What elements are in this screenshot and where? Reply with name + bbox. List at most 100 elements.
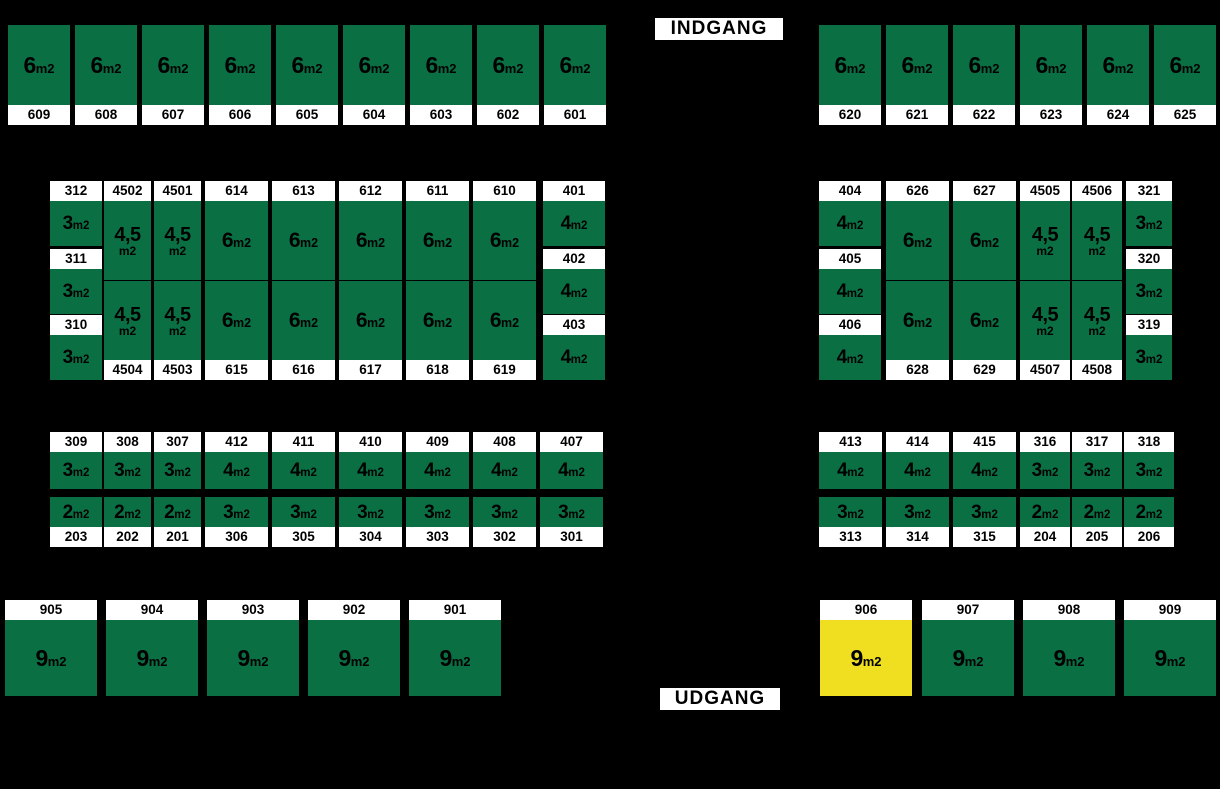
booth-606[interactable]: 606 6 m2: [209, 25, 271, 125]
booth-408[interactable]: 408 4 m2: [473, 432, 536, 489]
booth-205[interactable]: 205 2 m2: [1072, 497, 1122, 547]
booth-302[interactable]: 302 3 m2: [473, 497, 536, 547]
booth-905[interactable]: 905 9 m2: [5, 600, 97, 696]
booth-area-number: 3: [290, 501, 301, 523]
booth-4508[interactable]: 4508 4,5 m2: [1072, 281, 1122, 380]
booth-319[interactable]: 319 3 m2: [1126, 315, 1172, 380]
booth-area-unit: m2: [964, 653, 984, 669]
booth-412[interactable]: 412 4 m2: [205, 432, 268, 489]
booth-615[interactable]: 615 6 m2: [205, 281, 268, 380]
booth-602[interactable]: 602 6 m2: [477, 25, 539, 125]
booth-313[interactable]: 313 3 m2: [819, 497, 882, 547]
booth-608[interactable]: 608 6 m2: [75, 25, 137, 125]
booth-609[interactable]: 609 6 m2: [8, 25, 70, 125]
booth-409[interactable]: 409 4 m2: [406, 432, 469, 489]
booth-4502[interactable]: 4502 4,5 m2: [104, 181, 151, 280]
booth-area-number: 3: [1135, 281, 1147, 302]
booth-612[interactable]: 612 6 m2: [339, 181, 402, 280]
booth-202[interactable]: 202 2 m2: [104, 497, 151, 547]
booth-318[interactable]: 318 3 m2: [1124, 432, 1174, 489]
booth-901[interactable]: 901 9 m2: [409, 600, 501, 696]
booth-316[interactable]: 316 3 m2: [1020, 432, 1070, 489]
booth-407[interactable]: 407 4 m2: [540, 432, 603, 489]
booth-414[interactable]: 414 4 m2: [886, 432, 949, 489]
booth-610[interactable]: 610 6 m2: [473, 181, 536, 280]
booth-311[interactable]: 311 3 m2: [50, 249, 102, 314]
booth-607[interactable]: 607 6 m2: [142, 25, 204, 125]
booth-624[interactable]: 624 6 m2: [1087, 25, 1149, 125]
booth-308[interactable]: 308 3 m2: [104, 432, 151, 489]
booth-413[interactable]: 413 4 m2: [819, 432, 882, 489]
booth-314[interactable]: 314 3 m2: [886, 497, 949, 547]
booth-617[interactable]: 617 6 m2: [339, 281, 402, 380]
booth-405[interactable]: 405 4 m2: [819, 249, 881, 314]
booth-320[interactable]: 320 3 m2: [1126, 249, 1172, 314]
booth-area-unit: m2: [35, 60, 55, 76]
booth-area: 9 m2: [5, 620, 97, 696]
booth-909[interactable]: 909 9 m2: [1124, 600, 1216, 696]
booth-908[interactable]: 908 9 m2: [1023, 600, 1115, 696]
booth-415[interactable]: 415 4 m2: [953, 432, 1016, 489]
booth-number: 612: [339, 181, 402, 201]
booth-4503[interactable]: 4503 4,5 m2: [154, 281, 201, 380]
booth-411[interactable]: 411 4 m2: [272, 432, 335, 489]
booth-619[interactable]: 619 6 m2: [473, 281, 536, 380]
booth-201[interactable]: 201 2 m2: [154, 497, 201, 547]
booth-321[interactable]: 321 3 m2: [1126, 181, 1172, 246]
booth-626[interactable]: 626 6 m2: [886, 181, 949, 280]
booth-402[interactable]: 402 4 m2: [543, 249, 605, 314]
booth-605[interactable]: 605 6 m2: [276, 25, 338, 125]
booth-310[interactable]: 310 3 m2: [50, 315, 102, 380]
booth-4501[interactable]: 4501 4,5 m2: [154, 181, 201, 280]
booth-902[interactable]: 902 9 m2: [308, 600, 400, 696]
booth-area: 4 m2: [886, 452, 949, 489]
booth-312[interactable]: 312 3 m2: [50, 181, 102, 246]
booth-4505[interactable]: 4505 4,5 m2: [1020, 181, 1070, 280]
booth-305[interactable]: 305 3 m2: [272, 497, 335, 547]
booth-315[interactable]: 315 3 m2: [953, 497, 1016, 547]
booth-area-value: 4 m2: [357, 461, 384, 480]
booth-604[interactable]: 604 6 m2: [343, 25, 405, 125]
booth-307[interactable]: 307 3 m2: [154, 432, 201, 489]
booth-628[interactable]: 628 6 m2: [886, 281, 949, 380]
booth-303[interactable]: 303 3 m2: [406, 497, 469, 547]
booth-4504[interactable]: 4504 4,5 m2: [104, 281, 151, 380]
booth-206[interactable]: 206 2 m2: [1124, 497, 1174, 547]
booth-number: 601: [544, 105, 606, 125]
booth-304[interactable]: 304 3 m2: [339, 497, 402, 547]
booth-904[interactable]: 904 9 m2: [106, 600, 198, 696]
booth-611[interactable]: 611 6 m2: [406, 181, 469, 280]
booth-404[interactable]: 404 4 m2: [819, 181, 881, 246]
booth-406[interactable]: 406 4 m2: [819, 315, 881, 380]
booth-306[interactable]: 306 3 m2: [205, 497, 268, 547]
booth-603[interactable]: 603 6 m2: [410, 25, 472, 125]
booth-601[interactable]: 601 6 m2: [544, 25, 606, 125]
booth-area: 6 m2: [142, 25, 204, 105]
booth-629[interactable]: 629 6 m2: [953, 281, 1016, 380]
booth-907[interactable]: 907 9 m2: [922, 600, 1014, 696]
booth-area-value: 4 m2: [837, 461, 864, 480]
booth-620[interactable]: 620 6 m2: [819, 25, 881, 125]
booth-301[interactable]: 301 3 m2: [540, 497, 603, 547]
booth-309[interactable]: 309 3 m2: [50, 432, 102, 489]
booth-410[interactable]: 410 4 m2: [339, 432, 402, 489]
booth-203[interactable]: 203 2 m2: [50, 497, 102, 547]
booth-317[interactable]: 317 3 m2: [1072, 432, 1122, 489]
booth-204[interactable]: 204 2 m2: [1020, 497, 1070, 547]
booth-621[interactable]: 621 6 m2: [886, 25, 948, 125]
booth-903[interactable]: 903 9 m2: [207, 600, 299, 696]
booth-616[interactable]: 616 6 m2: [272, 281, 335, 380]
booth-623[interactable]: 623 6 m2: [1020, 25, 1082, 125]
booth-622[interactable]: 622 6 m2: [953, 25, 1015, 125]
booth-613[interactable]: 613 6 m2: [272, 181, 335, 280]
booth-625[interactable]: 625 6 m2: [1154, 25, 1216, 125]
booth-906[interactable]: 906 9 m2: [820, 600, 912, 696]
booth-4506[interactable]: 4506 4,5 m2: [1072, 181, 1122, 280]
booth-627[interactable]: 627 6 m2: [953, 181, 1016, 280]
booth-4507[interactable]: 4507 4,5 m2: [1020, 281, 1070, 380]
booth-403[interactable]: 403 4 m2: [543, 315, 605, 380]
booth-618[interactable]: 618 6 m2: [406, 281, 469, 380]
booth-number: 202: [104, 527, 151, 547]
booth-401[interactable]: 401 4 m2: [543, 181, 605, 246]
booth-614[interactable]: 614 6 m2: [205, 181, 268, 280]
